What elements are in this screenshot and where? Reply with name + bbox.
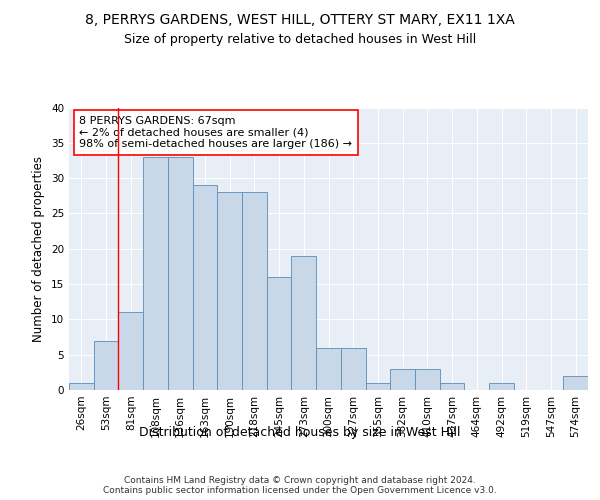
Y-axis label: Number of detached properties: Number of detached properties xyxy=(32,156,46,342)
Text: Distribution of detached houses by size in West Hill: Distribution of detached houses by size … xyxy=(139,426,461,439)
Text: Contains HM Land Registry data © Crown copyright and database right 2024.
Contai: Contains HM Land Registry data © Crown c… xyxy=(103,476,497,495)
Bar xyxy=(292,256,316,390)
Bar xyxy=(390,369,415,390)
Bar xyxy=(316,348,341,390)
Bar xyxy=(365,383,390,390)
Bar xyxy=(341,348,365,390)
Bar xyxy=(118,312,143,390)
Bar xyxy=(242,192,267,390)
Bar xyxy=(563,376,588,390)
Bar xyxy=(94,340,118,390)
Bar xyxy=(267,277,292,390)
Text: Size of property relative to detached houses in West Hill: Size of property relative to detached ho… xyxy=(124,32,476,46)
Bar xyxy=(168,157,193,390)
Bar xyxy=(193,185,217,390)
Bar xyxy=(143,157,168,390)
Bar xyxy=(415,369,440,390)
Bar xyxy=(489,383,514,390)
Bar xyxy=(69,383,94,390)
Text: 8, PERRYS GARDENS, WEST HILL, OTTERY ST MARY, EX11 1XA: 8, PERRYS GARDENS, WEST HILL, OTTERY ST … xyxy=(85,12,515,26)
Text: 8 PERRYS GARDENS: 67sqm
← 2% of detached houses are smaller (4)
98% of semi-deta: 8 PERRYS GARDENS: 67sqm ← 2% of detached… xyxy=(79,116,352,149)
Bar xyxy=(440,383,464,390)
Bar xyxy=(217,192,242,390)
